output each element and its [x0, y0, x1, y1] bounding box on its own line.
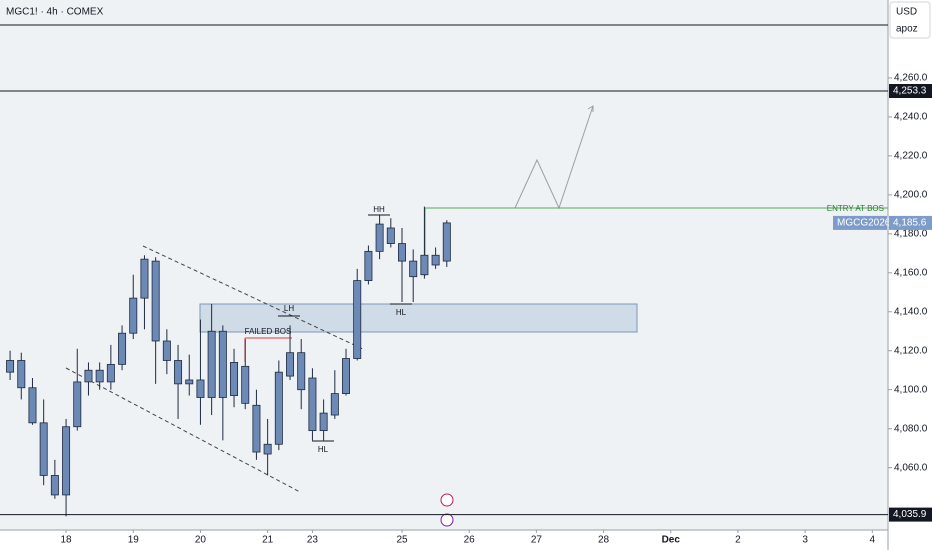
candle-body	[185, 379, 194, 385]
y-tick-label: 4,120.0	[894, 345, 928, 356]
price-tag	[889, 83, 932, 98]
projection-path	[514, 105, 594, 210]
candle-body	[274, 371, 283, 445]
candle-body	[118, 332, 127, 365]
event-icon[interactable]	[440, 513, 454, 527]
candle-body	[230, 362, 239, 396]
candle-body	[129, 297, 138, 334]
x-tick-label: 26	[464, 535, 476, 546]
x-tick-label: 21	[262, 535, 274, 546]
candle-body	[342, 358, 351, 395]
candle-body	[84, 369, 93, 383]
candle-body	[73, 381, 82, 428]
plot-background	[0, 0, 888, 530]
y-tick-label: 4,160.0	[894, 267, 928, 278]
candle-body	[398, 243, 406, 262]
candle-body	[442, 222, 451, 262]
candle-body	[375, 223, 384, 252]
candle-body	[39, 422, 48, 476]
x-tick-label: 25	[396, 535, 408, 546]
x-tick-label: 23	[307, 535, 319, 546]
candle-body	[140, 258, 149, 299]
candle-body	[353, 280, 362, 359]
x-tick-label: 3	[802, 535, 808, 546]
candle-body	[95, 369, 104, 383]
y-tick-label: 4,140.0	[894, 306, 928, 317]
price-tag	[889, 507, 932, 522]
last-price-label: 4,185.6	[893, 218, 927, 229]
candle-body	[62, 426, 71, 496]
annotations: HH LH FAILED BOS HL HL ENTRY AT BOS	[245, 204, 884, 454]
annotation: HH	[373, 205, 385, 214]
x-tick-label: 4	[870, 535, 876, 546]
symbol-tag	[833, 215, 887, 230]
x-tick-label: 2	[735, 535, 741, 546]
candle-body	[6, 360, 15, 373]
x-tick-label: 20	[195, 535, 207, 546]
y-tick-label: 4,240.0	[894, 112, 928, 123]
candle-body	[106, 363, 115, 383]
y-tick-label: 4,260.0	[894, 73, 928, 84]
y-tick-label: 4,180.0	[894, 228, 928, 239]
candle-body	[263, 443, 272, 455]
price-tag-label: 4,035.9	[893, 509, 927, 520]
symbol-tag-label: MGCG2026	[837, 218, 891, 229]
candle-body	[431, 254, 440, 266]
candle-body	[196, 379, 205, 398]
price-tag-label: 4,253.3	[893, 86, 927, 97]
x-tick-label: Dec	[662, 535, 681, 546]
trend-line	[65, 367, 301, 493]
y-tick-label: 4,100.0	[894, 384, 928, 395]
candle-body	[17, 360, 26, 389]
x-tick-label: 28	[598, 535, 610, 546]
time-axis	[0, 530, 888, 550]
y-tick-label: 4,060.0	[894, 462, 928, 473]
y-tick-label: 4,080.0	[894, 423, 928, 434]
candle-body	[50, 475, 59, 496]
candle-body	[162, 340, 171, 361]
chart-title: MGC1! · 4h · COMEX	[6, 7, 104, 18]
candle-body	[420, 254, 429, 276]
candle-body	[207, 330, 216, 398]
candle-body	[252, 404, 261, 453]
y-tick-label: 4,220.0	[894, 151, 928, 162]
candle-body	[241, 365, 250, 404]
candle-body	[151, 260, 160, 342]
zone-box	[199, 303, 638, 333]
candle-body	[174, 360, 183, 385]
scale-box[interactable]	[889, 1, 931, 39]
x-tick-label: 27	[531, 535, 543, 546]
drawings	[65, 105, 888, 527]
candles	[6, 206, 451, 517]
annotation: ENTRY AT BOS	[827, 204, 884, 213]
candle-body	[409, 260, 418, 278]
x-tick-label: 18	[61, 535, 73, 546]
scale-mode[interactable]: apoz	[896, 24, 918, 35]
candle-body	[297, 352, 306, 391]
candle-body	[308, 377, 317, 432]
candle-body	[286, 352, 295, 377]
trend-line	[142, 245, 366, 351]
currency[interactable]: USD	[896, 7, 917, 18]
annotation: LH	[284, 304, 294, 313]
last-price-tag	[889, 215, 932, 230]
candle-body	[364, 250, 373, 281]
x-tick-label: 19	[128, 535, 140, 546]
projection-arrow	[587, 105, 594, 112]
annotation: HL	[318, 445, 329, 454]
candle-body	[218, 330, 227, 398]
candle-body	[330, 393, 339, 416]
annotation: FAILED BOS	[245, 327, 292, 336]
candle-body	[319, 412, 328, 432]
candle-body	[28, 387, 37, 424]
annotation: HL	[396, 308, 407, 317]
candle-body	[386, 227, 395, 244]
y-tick-label: 4,200.0	[894, 189, 928, 200]
event-icon[interactable]	[440, 493, 454, 507]
